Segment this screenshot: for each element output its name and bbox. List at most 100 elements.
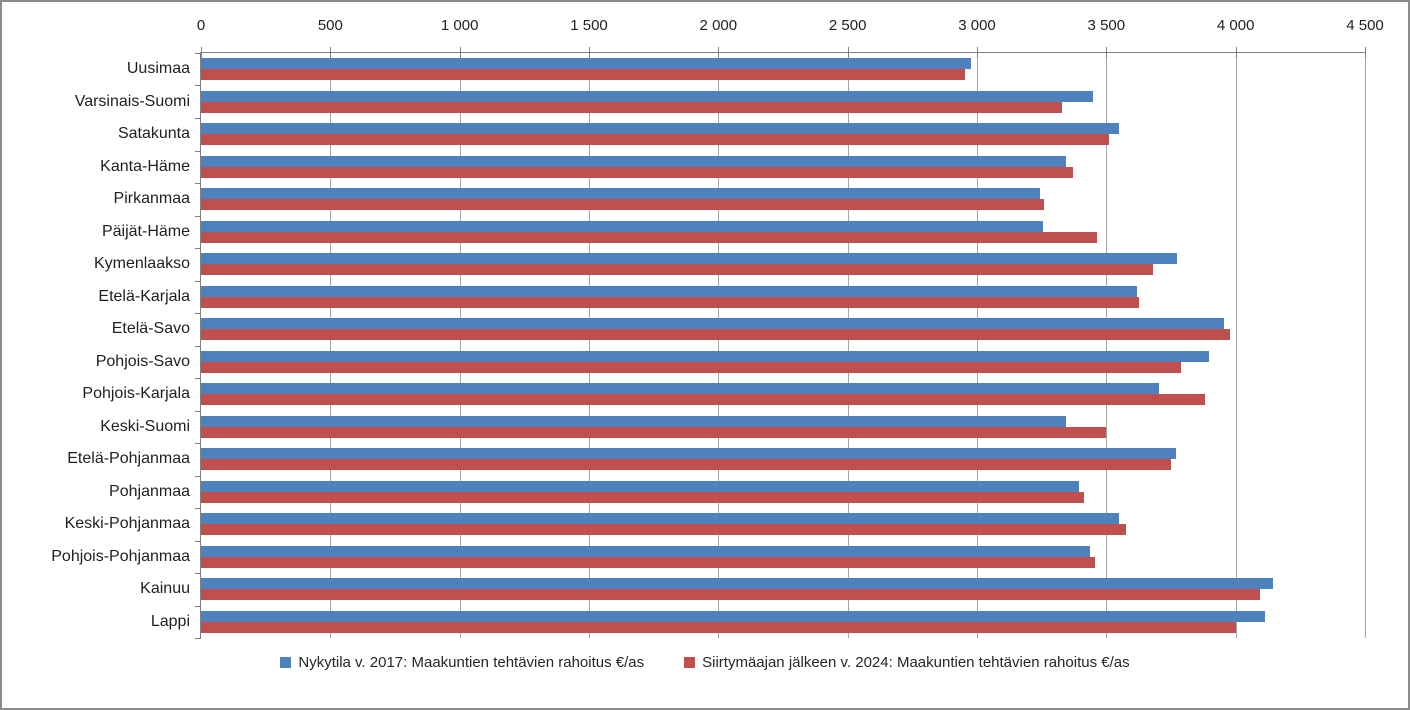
bar-nykytila-2017	[201, 383, 1160, 395]
x-axis-tick	[718, 47, 720, 58]
category-label: Kymenlaakso	[93, 255, 190, 273]
y-axis-tick	[195, 475, 201, 477]
x-axis-tick	[330, 47, 332, 58]
gridline	[977, 53, 978, 638]
legend-label-nykytila: Nykytila v. 2017: Maakuntien tehtävien r…	[298, 654, 645, 671]
bar-siirtymaajan-2024	[201, 491, 1085, 503]
category-label: Etelä-Karjala	[98, 287, 190, 305]
x-axis-tick	[977, 47, 978, 58]
gridline	[459, 53, 461, 638]
y-axis-tick	[195, 215, 201, 217]
y-axis-tick	[195, 248, 201, 249]
y-axis-tick	[195, 345, 201, 347]
y-axis-tick	[195, 410, 201, 412]
bar-row	[201, 476, 1365, 508]
gridline	[1235, 53, 1237, 638]
gridline	[1365, 53, 1366, 638]
x-axis-tick-label: 1 000	[440, 17, 479, 34]
category-label: Etelä-Pohjanmaa	[67, 450, 190, 468]
bar-siirtymaajan-2024	[201, 524, 1126, 536]
category-label: Päijät-Häme	[101, 222, 190, 240]
bar-row	[201, 346, 1365, 378]
y-axis-tick	[195, 638, 201, 639]
bar-nykytila-2017	[201, 513, 1120, 525]
bar-siirtymaajan-2024	[201, 556, 1095, 568]
bar-nykytila-2017	[201, 253, 1178, 265]
category-label: Uusimaa	[126, 60, 190, 78]
bar-nykytila-2017	[201, 578, 1274, 590]
legend-swatch-siirtymaajan-icon	[684, 657, 696, 668]
category-label: Satakunta	[117, 125, 190, 143]
x-axis-tick-label: 0	[196, 17, 206, 34]
y-axis-tick	[195, 572, 201, 574]
bar-row	[201, 573, 1365, 605]
bar-siirtymaajan-2024	[201, 101, 1063, 113]
x-axis-tick-label: 2 000	[699, 17, 738, 34]
bar-row	[201, 606, 1365, 638]
bar-nykytila-2017	[201, 90, 1094, 102]
bar-nykytila-2017	[201, 285, 1138, 297]
y-axis-tick	[195, 312, 201, 314]
bar-nykytila-2017	[201, 220, 1043, 232]
legend-label-siirtymaajan: Siirtymäajan jälkeen v. 2024: Maakuntien…	[702, 654, 1130, 671]
y-axis-tick	[195, 540, 201, 542]
x-axis-tick-label: 4 000	[1216, 17, 1255, 34]
category-label: Varsinais-Suomi	[74, 92, 190, 110]
category-label: Lappi	[150, 612, 190, 630]
y-axis-tick	[195, 280, 201, 282]
bar-row	[201, 508, 1365, 540]
x-axis-tick	[847, 47, 849, 58]
bar-siirtymaajan-2024	[201, 589, 1261, 601]
category-label: Keski-Pohjanmaa	[64, 515, 190, 533]
category-label: Kainuu	[140, 580, 190, 598]
bar-row	[201, 378, 1365, 410]
bar-siirtymaajan-2024	[201, 329, 1231, 341]
bar-siirtymaajan-2024	[201, 394, 1205, 406]
gridline	[589, 53, 590, 638]
x-axis-tick-label: 3 500	[1087, 17, 1126, 34]
bar-nykytila-2017	[201, 318, 1225, 330]
bar-row	[201, 118, 1365, 150]
y-axis-tick	[195, 150, 201, 152]
gridline	[330, 53, 332, 638]
y-axis-tick	[195, 85, 201, 87]
category-label: Keski-Suomi	[100, 417, 190, 435]
bar-nykytila-2017	[201, 58, 971, 70]
bar-siirtymaajan-2024	[201, 264, 1153, 276]
bar-nykytila-2017	[201, 610, 1266, 622]
bar-row	[201, 151, 1365, 183]
category-label: Pohjois-Karjala	[82, 385, 190, 403]
bar-row	[201, 53, 1365, 85]
bar-siirtymaajan-2024	[201, 69, 966, 81]
x-axis-tick	[201, 47, 202, 58]
category-label: Pohjois-Pohjanmaa	[51, 547, 190, 565]
y-axis-tick	[195, 508, 201, 509]
bar-row	[201, 183, 1365, 215]
bar-siirtymaajan-2024	[201, 459, 1171, 471]
bar-row	[201, 411, 1365, 443]
category-label: Pohjois-Savo	[95, 352, 190, 370]
bar-nykytila-2017	[201, 350, 1209, 362]
gridline	[847, 53, 849, 638]
bar-siirtymaajan-2024	[201, 361, 1182, 373]
x-axis-tick-label: 4 500	[1346, 17, 1384, 34]
category-label: Kanta-Häme	[100, 157, 190, 175]
legend-swatch-nykytila-icon	[280, 657, 292, 668]
legend: Nykytila v. 2017: Maakuntien tehtävien r…	[2, 654, 1408, 671]
bar-row	[201, 443, 1365, 475]
y-axis-tick	[195, 53, 201, 54]
bar-nykytila-2017	[201, 448, 1177, 460]
x-axis-tick-label: 2 500	[828, 17, 867, 34]
x-axis-tick-label: 500	[317, 17, 343, 34]
category-label: Pirkanmaa	[113, 190, 190, 208]
x-axis-tick	[1106, 47, 1108, 58]
bar-row	[201, 85, 1365, 117]
y-axis-tick	[195, 378, 201, 379]
y-axis-tick	[195, 182, 201, 184]
category-label: Etelä-Savo	[111, 320, 190, 338]
bar-siirtymaajan-2024	[201, 621, 1236, 633]
bar-row	[201, 281, 1365, 313]
bar-row	[201, 313, 1365, 345]
bar-row	[201, 248, 1365, 280]
